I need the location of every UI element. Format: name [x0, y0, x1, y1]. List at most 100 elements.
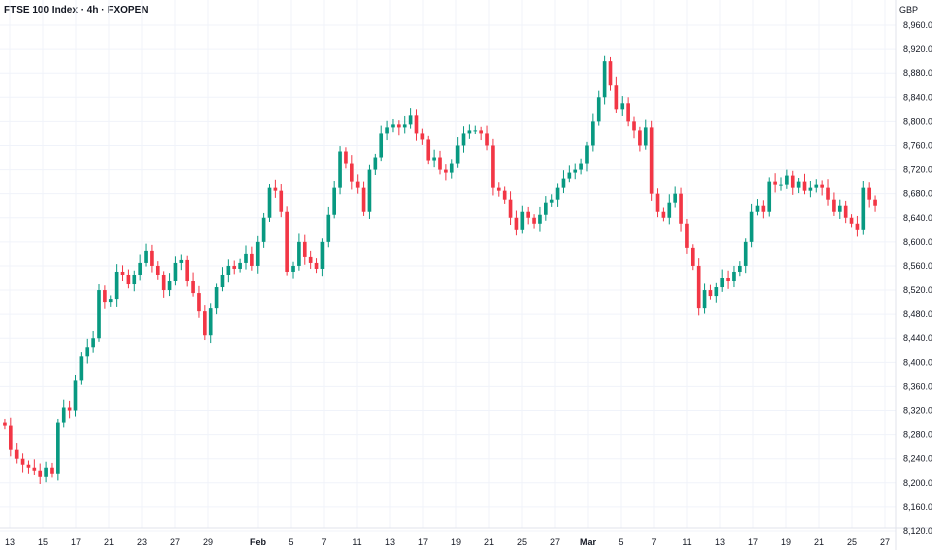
time-tick-label: 5	[288, 537, 293, 547]
candle-body	[391, 124, 395, 128]
candle-body	[826, 187, 830, 200]
candle-body	[191, 281, 195, 294]
candle	[420, 128, 425, 145]
candle	[326, 206, 331, 248]
candle-body	[779, 184, 783, 186]
candle-body	[620, 103, 625, 110]
time-tick-label: 27	[170, 537, 180, 547]
candle-body	[226, 265, 231, 275]
candle	[20, 453, 25, 473]
candle	[402, 115, 407, 134]
candle	[773, 173, 777, 193]
candle-body	[385, 127, 389, 134]
candle	[150, 244, 154, 273]
candle-body	[314, 262, 319, 269]
candle	[14, 443, 19, 464]
candle	[302, 234, 307, 265]
candle	[61, 399, 66, 428]
candle	[608, 56, 613, 91]
candle-body	[167, 281, 172, 291]
candle-body	[561, 178, 566, 188]
candle-body	[714, 287, 719, 297]
candle	[44, 461, 48, 483]
candle	[73, 374, 78, 417]
candle	[591, 113, 595, 152]
candle	[720, 269, 725, 292]
candle-body	[203, 311, 207, 336]
candle-body	[185, 259, 190, 282]
candle	[696, 258, 701, 316]
candle-body	[85, 347, 90, 357]
candle	[444, 164, 448, 181]
candle	[85, 338, 90, 364]
candle	[549, 194, 554, 207]
candle	[379, 125, 384, 162]
candle	[779, 177, 783, 191]
candle	[132, 270, 137, 292]
time-tick-label: 5	[618, 537, 623, 547]
candle	[638, 126, 642, 152]
candle	[738, 261, 742, 277]
time-tick-label: 21	[814, 537, 824, 547]
candle-body	[814, 184, 819, 188]
candle-body	[608, 61, 613, 86]
candle	[155, 261, 160, 280]
price-tick-label: 8,920.0	[903, 44, 932, 54]
price-tick-label: 8,600.0	[903, 237, 932, 247]
candle-body	[567, 172, 572, 179]
candle	[203, 305, 207, 341]
candle-body	[332, 187, 336, 215]
candle-body	[44, 467, 48, 477]
candle-body	[103, 290, 107, 303]
price-tick-label: 8,160.0	[903, 502, 932, 512]
candle-body	[555, 187, 560, 200]
price-tick-label: 8,680.0	[903, 189, 932, 199]
candle	[837, 199, 842, 219]
candle-body	[502, 190, 507, 200]
candle	[732, 265, 736, 288]
candle-body	[238, 262, 242, 269]
candle	[185, 255, 190, 287]
candle-body	[755, 205, 760, 212]
candle-body	[126, 274, 131, 285]
candle	[843, 200, 848, 224]
candle-body	[20, 458, 25, 465]
candle-body	[114, 271, 119, 300]
candle	[426, 135, 431, 165]
candle	[197, 285, 201, 318]
candle-body	[579, 163, 583, 170]
time-tick-label: 27	[550, 537, 560, 547]
candle	[826, 179, 830, 206]
candle-body	[573, 169, 578, 173]
candle-body	[591, 121, 595, 146]
candle-body	[855, 223, 860, 230]
candle	[632, 116, 636, 139]
candle	[790, 170, 795, 195]
candle-body	[173, 262, 178, 282]
candle-body	[285, 211, 289, 272]
candle-body	[485, 133, 489, 146]
candle-body	[773, 181, 777, 185]
candle-body	[532, 217, 536, 224]
candle	[361, 181, 366, 216]
price-tick-label: 8,800.0	[903, 116, 932, 126]
candle-body	[197, 293, 201, 312]
candle	[814, 179, 819, 193]
candle	[267, 184, 272, 222]
candle	[26, 460, 31, 474]
candle-body	[473, 130, 478, 132]
candle	[320, 238, 325, 277]
time-tick-label: 25	[517, 537, 527, 547]
time-tick-label: 15	[38, 537, 48, 547]
candle	[114, 264, 119, 307]
candle	[508, 191, 513, 225]
candle	[32, 459, 37, 475]
candle	[561, 170, 566, 194]
candle-body	[267, 187, 272, 218]
candle	[661, 207, 666, 222]
time-tick-label: 13	[715, 537, 725, 547]
candle-body	[232, 265, 237, 269]
candle	[785, 169, 789, 189]
candle	[91, 331, 95, 353]
candle	[279, 184, 284, 218]
